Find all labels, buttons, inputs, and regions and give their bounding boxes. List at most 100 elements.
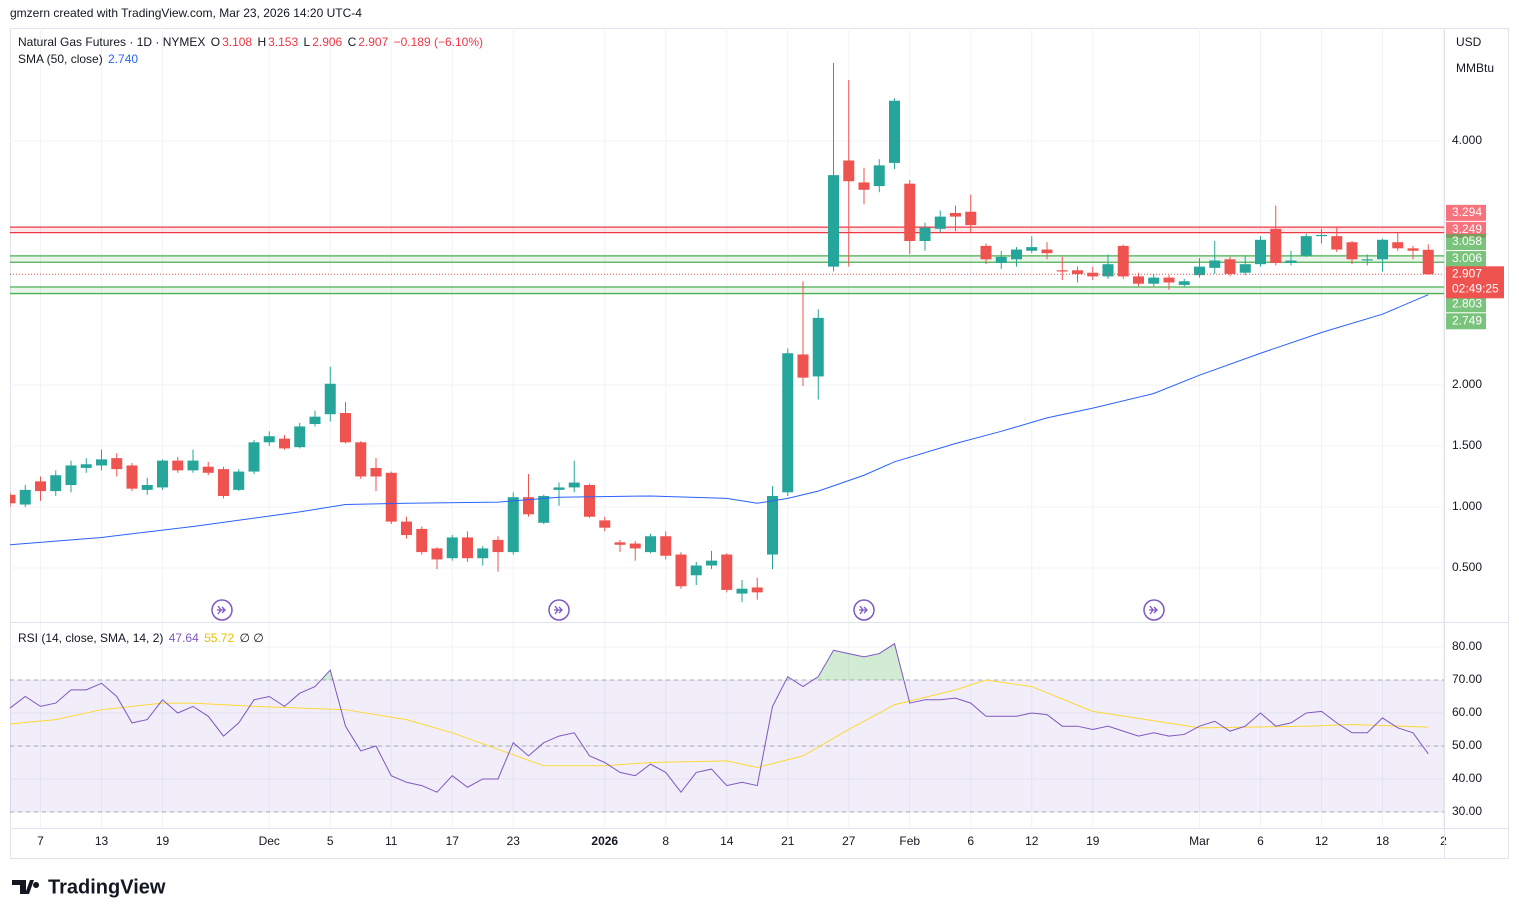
candle-body [1148,277,1160,284]
candle-body [736,588,748,594]
candle-body [1392,242,1404,249]
level-label: 2.803 [1452,296,1482,310]
last-price-bg [1446,266,1504,299]
x-tick-label: 19 [156,834,170,848]
logo[interactable]: TradingView [12,876,166,898]
level-label: 3.249 [1452,222,1482,236]
event-icon[interactable] [1143,599,1165,621]
candle-body [706,560,717,566]
candle-body [141,484,153,490]
candle-body [324,383,336,415]
x-tick-label: 6 [1257,834,1264,848]
level-label-bg [1446,296,1486,313]
candle-body [553,487,565,490]
x-tick-label: 27 [842,834,856,848]
ohlc-value: 2.906 [312,35,343,49]
ohlc-key: O [210,35,221,49]
candle-body [995,256,1007,263]
candle-body [904,183,916,242]
x-tick-label: 2 [1440,834,1447,848]
candle-body [751,587,763,593]
rsi-line [10,679,1429,768]
candle-body [1178,281,1190,285]
x-tick-label: Mar [1189,834,1210,848]
currency: USD [1456,35,1482,49]
y-tick-label: 60.00 [1452,705,1482,719]
candle-body [599,520,611,528]
rsi-sma-value: 55.72 [204,631,235,645]
ohlc-value: 3.108 [222,35,253,49]
candle-body [1285,260,1297,263]
candle-body [1361,259,1373,261]
level-label-bg [1446,313,1486,330]
candle-body [294,426,306,448]
candle-body [263,436,275,443]
y-tick-label: 2.000 [1452,377,1482,391]
event-icons[interactable] [211,599,1165,621]
candle-body [1300,236,1312,256]
candle-body [1377,239,1388,260]
candle-body [96,459,107,466]
candle-body [19,489,31,505]
candle-body [1163,277,1175,283]
x-tick-label: 11 [385,834,398,848]
level-zone [10,286,1444,294]
event-icon[interactable] [548,599,570,621]
candle-body [690,565,702,576]
level-label-bg [1446,221,1486,238]
candle-body [858,182,870,190]
sma-legend: SMA (50, close) 2.740 [18,52,140,66]
level-label: 2.749 [1452,313,1482,327]
rsi-legend: RSI (14, close, SMA, 14, 2) 47.64 55.72 … [18,631,266,645]
ohlc-value: 2.907 [358,35,389,49]
candle-body [35,481,46,492]
candle-body [401,521,412,536]
rsi-pane [10,642,1444,813]
candle-body [1316,234,1327,237]
candle-body [782,353,794,493]
x-tick-label: 18 [1376,834,1390,848]
candle-body [950,212,961,217]
candle-body [889,100,900,163]
logo-text[interactable]: TradingView [48,876,166,898]
level-zone [10,227,1444,233]
x-tick-label: 13 [95,834,109,848]
level-label: 3.294 [1452,205,1482,219]
candle-body [1072,270,1083,274]
candle-body [1346,242,1358,260]
x-tick-label: 17 [446,834,460,848]
ohlc-value: 3.153 [268,35,299,49]
x-tick-label: 8 [662,834,669,848]
symbol: Natural Gas Futures · 1D · NYMEX [18,35,206,49]
rsi-line [10,642,1429,794]
event-icon[interactable] [211,599,233,621]
unit: MMBtu [1456,61,1494,75]
candle-body [812,317,824,377]
event-icon[interactable] [853,599,875,621]
ohlc-key: L [303,35,311,49]
candle-body [416,528,428,553]
level-zone [10,255,1444,263]
y-tick-label: 0.500 [1452,560,1482,574]
candle-body [675,554,687,587]
candle-body [309,416,321,424]
last-price-label: 2.907 [1452,266,1482,280]
candle-body [157,460,168,488]
y-tick-label: 1.500 [1452,438,1482,452]
candle-body [660,536,672,556]
candle-body [233,471,245,490]
candle-body [50,475,62,492]
ohlc-key: C [347,35,357,49]
price-pane [10,62,1444,603]
x-tick-label: 21 [781,834,795,848]
candle-body [370,467,382,477]
candle-body [80,464,92,468]
candle-body [1239,264,1251,273]
candle-body [462,537,473,559]
candle-body [1056,270,1068,272]
level-label-bg [1446,234,1486,251]
change: −0.189 (−6.10%) [393,35,484,49]
x-tick-label: 12 [1025,834,1039,848]
